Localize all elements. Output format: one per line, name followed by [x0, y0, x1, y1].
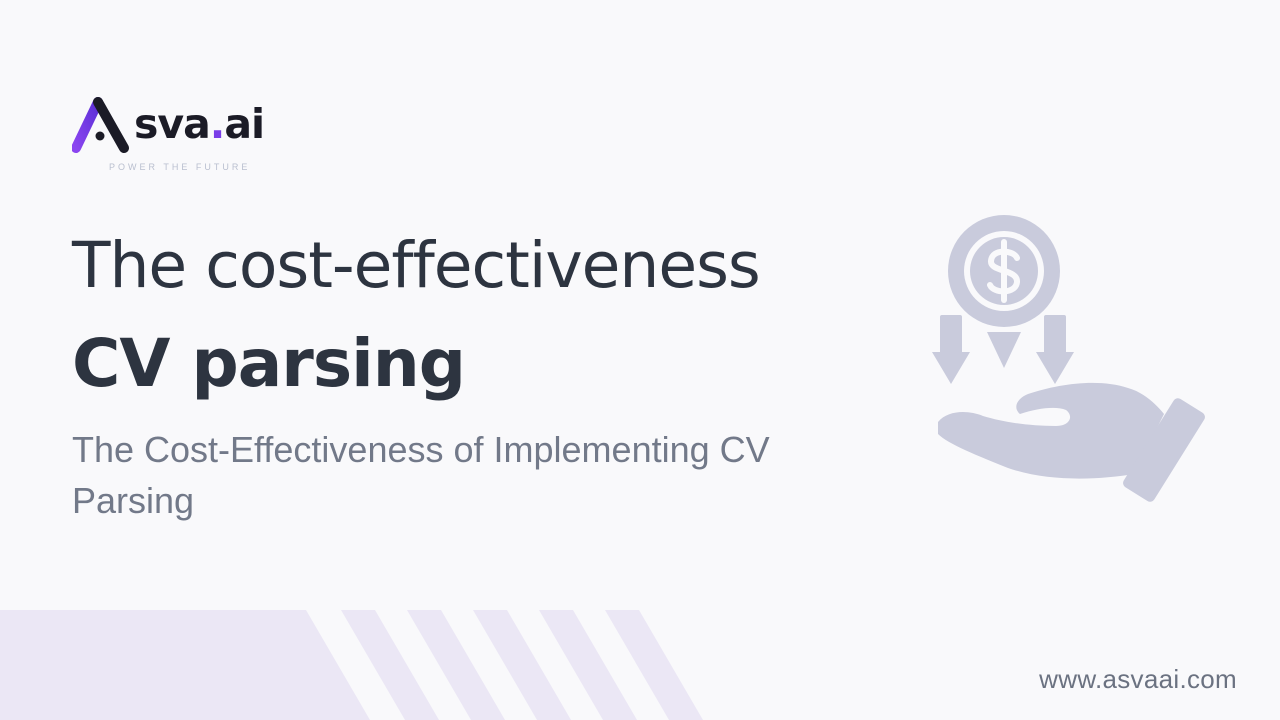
logo-tagline: POWER THE FUTURE [109, 162, 251, 172]
logo-wordmark-main: sva [134, 100, 211, 148]
brand-logo: sva.ai POWER THE FUTURE [72, 92, 292, 176]
page-title-line1: The cost-effectiveness [72, 229, 761, 302]
logo-wordmark-dot: . [209, 100, 226, 148]
logo-wordmark: sva.ai [134, 98, 265, 150]
page-title-line2: CV parsing [72, 325, 466, 402]
asva-logo-icon [72, 97, 129, 153]
logo-wordmark-suffix: ai [224, 100, 265, 148]
page-subtitle: The Cost-Effectiveness of Implementing C… [72, 429, 770, 521]
website-link[interactable]: www.asvaai.com [1039, 664, 1237, 694]
hand-receiving-money-icon [932, 215, 1205, 502]
decorative-stripes [0, 610, 703, 720]
